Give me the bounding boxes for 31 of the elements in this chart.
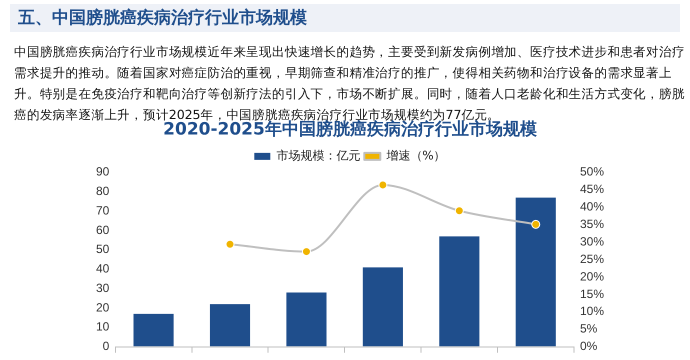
- bar: [516, 198, 556, 346]
- text: 五、中国膀胱癌疾病治疗行业市场规模: [10, 4, 680, 32]
- bar: [134, 314, 174, 346]
- chart-title: 2020-2025年中国膀胱癌疾病治疗行业市场规模: [163, 120, 537, 140]
- y-tick-label: 70: [96, 203, 110, 218]
- y2-tick-label: 10%: [580, 304, 604, 318]
- y2-tick-label: 40%: [580, 200, 604, 214]
- y-tick-label: 60: [96, 222, 110, 237]
- bar: [362, 267, 403, 346]
- y-tick-label: 40: [96, 262, 110, 276]
- bar: [286, 292, 327, 346]
- y-tick-label: 90: [96, 164, 110, 179]
- y-tick-label: 10: [96, 320, 110, 334]
- y2-tick-label: 35%: [580, 217, 604, 232]
- legend-label: 市场规模：亿元: [276, 148, 360, 163]
- y2-tick-label: 25%: [580, 252, 604, 266]
- bar: [210, 304, 250, 346]
- y2-tick-label: 0%: [580, 339, 598, 354]
- y2-tick-label: 50%: [580, 164, 604, 179]
- y2-tick-label: 30%: [580, 234, 604, 248]
- y-tick-label: 50: [96, 242, 110, 256]
- y2-tick-label: 20%: [580, 269, 604, 284]
- y-tick-label: 30: [96, 280, 110, 295]
- bar: [439, 236, 480, 346]
- y-tick-label: 20: [96, 300, 110, 314]
- y2-tick-label: 15%: [580, 286, 604, 301]
- y2-tick-label: 45%: [580, 182, 604, 196]
- legend-label: 增速（%）: [385, 148, 446, 163]
- y-tick-label: 0: [102, 339, 110, 354]
- y-tick-label: 80: [96, 184, 110, 198]
- y2-tick-label: 5%: [580, 322, 598, 336]
